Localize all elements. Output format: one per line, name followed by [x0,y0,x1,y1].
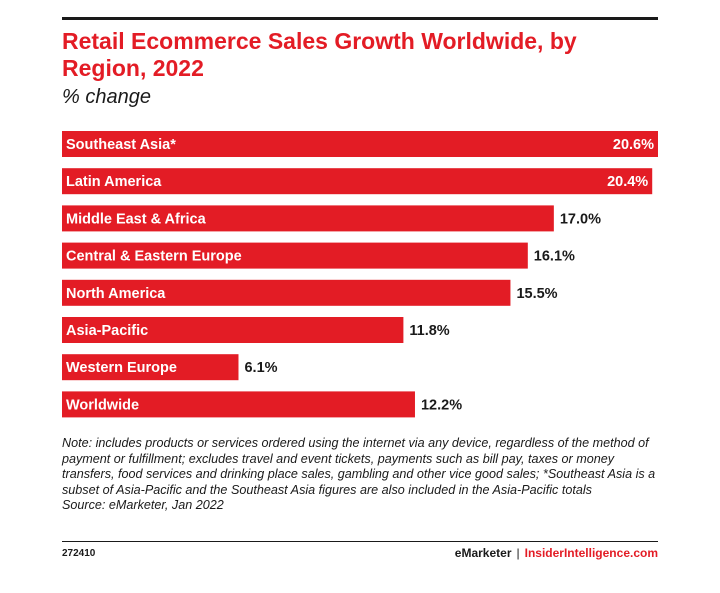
value-label-3: 16.1% [534,249,575,265]
value-label-5: 11.8% [409,323,449,339]
source-text: Source: eMarketer, Jan 2022 [62,498,224,513]
category-label-7: Worldwide [66,397,139,413]
category-label-1: Latin America [66,174,162,190]
value-label-0: 20.6% [613,137,654,153]
brand-name: eMarketer [454,546,512,560]
value-label-1: 20.4% [607,174,648,190]
category-label-3: Central & Eastern Europe [66,249,242,265]
category-label-6: Western Europe [66,360,177,376]
footer-brand: eMarketer | InsiderIntelligence.com [455,546,658,560]
bar-7 [62,391,415,418]
chart-id: 272410 [62,548,96,559]
value-label-2: 17.0% [560,211,601,227]
bar-6 [62,354,239,381]
bar-5 [62,317,404,343]
top-rule [62,17,658,20]
category-label-5: Asia-Pacific [66,323,148,339]
chart-subtitle: % change [62,86,151,108]
bar-chart: Southeast Asia* 20.6% Latin America 20.4% Mi… [62,131,658,418]
bar-0 [62,131,658,157]
brand-site-link[interactable]: InsiderIntelligence.com [524,546,658,560]
chart-note: Note: includes products or services orde… [62,436,662,514]
bar-3 [62,242,528,269]
chart-title: Retail Ecommerce Sales Growth Worldwide,… [62,28,577,81]
value-label-4: 15.5% [516,286,557,302]
note-text: Note: includes products or services orde… [62,436,656,497]
category-label-0: Southeast Asia* [66,137,176,153]
bar-2 [62,205,554,232]
bar-4 [62,279,511,306]
category-label-4: North America [66,286,166,302]
value-label-7: 12.2% [421,397,462,413]
bottom-rule [62,541,658,542]
value-label-6: 6.1% [244,360,277,376]
brand-separator: | [516,546,520,560]
category-label-2: Middle East & Africa [66,211,207,227]
bar-1 [62,168,653,195]
